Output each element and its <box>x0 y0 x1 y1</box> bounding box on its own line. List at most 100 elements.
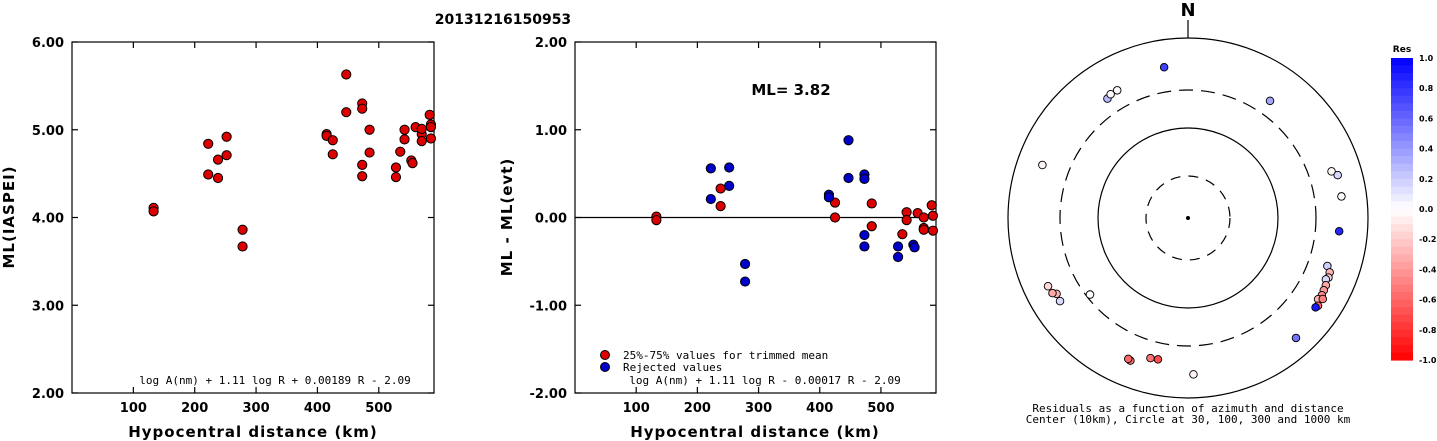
data-point <box>399 134 410 145</box>
y-axis-label: ML(IASPEI) <box>0 165 18 268</box>
colorbar-cell <box>1391 299 1413 308</box>
colorbar-cell <box>1391 314 1413 323</box>
y-axis-label: ML - ML(evt) <box>498 158 516 276</box>
data-point <box>927 225 939 236</box>
rejected-point <box>843 172 854 184</box>
data-point <box>237 224 248 235</box>
x-tick-label: 200 <box>181 401 208 416</box>
data-point <box>212 172 224 184</box>
colorbar-cell <box>1391 337 1413 346</box>
residual-point <box>1043 282 1053 291</box>
colorbar-cell <box>1391 231 1413 240</box>
residual-point <box>1334 226 1344 236</box>
circle-300km <box>1059 89 1317 347</box>
figure-title: 20131216150953 <box>435 12 571 28</box>
colorbar-cell <box>1391 224 1413 233</box>
colorbar-cell <box>1391 110 1413 119</box>
y-tick-label: 2.00 <box>32 387 64 402</box>
data-point <box>425 122 437 133</box>
colorbar-cell <box>1391 292 1413 301</box>
colorbar-cell <box>1391 118 1413 127</box>
colorbar-cell <box>1391 148 1413 157</box>
residual-point <box>1159 63 1169 72</box>
residual-point <box>1318 294 1328 304</box>
colorbar-title: Res <box>1393 45 1411 55</box>
residual-point <box>1337 192 1346 201</box>
colorbar-cell <box>1391 103 1413 112</box>
legend-label-trimmed: 25%-75% values for trimmed mean <box>623 349 828 362</box>
data-point <box>651 215 662 226</box>
residual-point <box>1311 303 1320 312</box>
colorbar-cell <box>1391 329 1413 338</box>
circle-100km <box>1097 127 1279 309</box>
x-tick-label: 400 <box>806 401 833 416</box>
colorbar-cell <box>1391 209 1413 218</box>
formula-label: log A(nm) + 1.11 log R - 0.00017 R - 2.0… <box>629 374 901 387</box>
colorbar-cell <box>1391 80 1413 89</box>
legend: 25%-75% values for trimmed mean Rejected… <box>600 349 828 374</box>
colorbar-cell <box>1391 201 1413 210</box>
residual-point <box>1123 354 1133 364</box>
residual-point <box>1265 96 1275 106</box>
colorbar-tick-label: -0.2 <box>1419 235 1437 244</box>
data-point <box>416 123 427 134</box>
x-tick-label: 200 <box>684 401 711 416</box>
rejected-point <box>705 163 716 174</box>
data-point <box>341 107 352 118</box>
rejected-point <box>859 229 870 241</box>
x-tick-label: 100 <box>120 401 147 416</box>
data-point <box>148 206 159 217</box>
y-tick-label: 2.00 <box>535 36 567 51</box>
colorbar-cell <box>1391 307 1413 316</box>
data-point <box>897 229 908 240</box>
data-point <box>918 224 929 235</box>
y-tick-label: 0.00 <box>535 212 567 227</box>
residual-point <box>1048 288 1057 298</box>
residual-point <box>1327 167 1336 176</box>
data-point <box>399 124 410 135</box>
rejected-point <box>739 276 751 287</box>
y-tick-label: 3.00 <box>32 299 64 314</box>
panel-ml-residual: 100 200 300 400 500 -2.00 -1.00 0.00 1.00 2.00 Hy… <box>498 36 939 441</box>
data-point <box>926 200 937 211</box>
residual-point <box>1038 160 1047 170</box>
data-point <box>829 212 841 223</box>
colorbar-cell <box>1391 88 1413 97</box>
data-point <box>416 136 427 147</box>
panel-ml-iaspei: 100 200 300 400 500 2.00 3.00 4.00 5.00 6.00 Hypo… <box>0 36 437 441</box>
x-axis-label: Hypocentral distance (km) <box>630 423 880 441</box>
circle-30km <box>1145 175 1231 261</box>
colorbar-cell <box>1391 246 1413 255</box>
data-point <box>866 198 877 209</box>
x-tick-label: 500 <box>365 401 392 416</box>
colorbar-cell <box>1391 239 1413 248</box>
y-tick-label: 5.00 <box>32 124 64 139</box>
x-tick-label: 300 <box>745 401 772 416</box>
colorbar-cell <box>1391 95 1413 104</box>
data-point <box>901 215 912 226</box>
residual-point <box>1112 86 1122 95</box>
data-point <box>212 154 224 165</box>
colorbar-cell <box>1391 352 1413 361</box>
data-point <box>364 147 375 158</box>
colorbar-cell <box>1391 171 1413 180</box>
colorbar-tick-label: 0.8 <box>1419 84 1434 93</box>
colorbar-tick-label: -0.8 <box>1419 326 1437 335</box>
data-point <box>237 241 248 252</box>
colorbar-cell <box>1391 65 1413 74</box>
residual-point <box>1146 353 1155 363</box>
x-tick-label: 300 <box>242 401 269 416</box>
data-point <box>395 146 406 157</box>
residual-point <box>1055 296 1065 306</box>
caption-line-1: Residuals as a function of azimuth and d… <box>1032 402 1343 415</box>
rejected-point <box>892 251 904 263</box>
rejected-point <box>705 193 716 205</box>
colorbar-cell <box>1391 186 1413 195</box>
data-point <box>927 210 939 221</box>
legend-marker-rejected <box>600 362 610 372</box>
rejected-point <box>909 242 920 253</box>
rejected-point <box>739 258 751 270</box>
rejected-point <box>823 192 835 203</box>
colorbar: Res 1.0 0.8 0.6 0.4 0.2 0.0 -0.2 -0.4 -0.6 -0.8 -1… <box>1391 45 1437 365</box>
y-tick-label: -1.00 <box>530 299 567 314</box>
